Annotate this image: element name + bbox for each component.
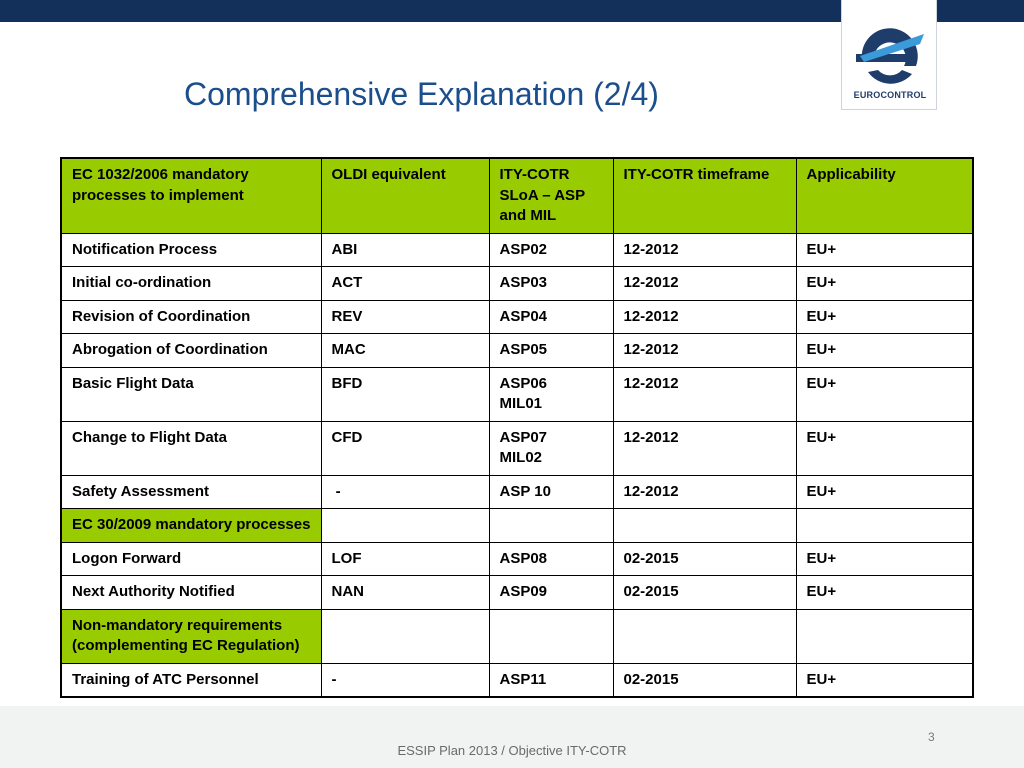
table-header-row: EC 1032/2006 mandatory processes to impl… (60, 157, 974, 234)
table-cell: 12-2012 (612, 232, 797, 267)
table-cell: Notification Process (60, 232, 322, 267)
section-cell: EC 30/2009 mandatory processes (60, 508, 322, 543)
eurocontrol-emblem-icon (856, 28, 924, 84)
header-cell: EC 1032/2006 mandatory processes to impl… (60, 157, 322, 234)
table-row: Training of ATC Personnel - ASP11 02-201… (60, 662, 974, 698)
table-cell: EU+ (795, 299, 974, 334)
table-cell: NAN (320, 575, 490, 610)
eurocontrol-logo: EUROCONTROL (841, 0, 937, 110)
header-cell: ITY-COTR timeframe (612, 157, 797, 234)
table-cell: 12-2012 (612, 366, 797, 422)
table-cell (488, 608, 614, 664)
table-cell (488, 508, 614, 543)
table-cell: ASP04 (488, 299, 614, 334)
table-cell: Basic Flight Data (60, 366, 322, 422)
page-number: 3 (928, 730, 935, 744)
mil-code: MIL02 (499, 449, 543, 466)
table-cell: EU+ (795, 333, 974, 368)
table-cell: BFD (320, 366, 490, 422)
table-cell: EU+ (795, 662, 974, 698)
table-row: Change to Flight Data CFD ASP07 MIL02 12… (60, 420, 974, 476)
table-cell: 02-2015 (612, 541, 797, 576)
table-cell: - (320, 662, 490, 698)
table-cell: Logon Forward (60, 541, 322, 576)
header-cell: OLDI equivalent (320, 157, 490, 234)
table-cell: - (320, 474, 490, 509)
table-cell: EU+ (795, 232, 974, 267)
table-cell: Initial co-ordination (60, 266, 322, 301)
table-cell: Change to Flight Data (60, 420, 322, 476)
table-cell (795, 608, 974, 664)
table-cell: ASP05 (488, 333, 614, 368)
asp-code: ASP07 (499, 428, 548, 446)
logo-label: EUROCONTROL (853, 90, 927, 100)
table-cell (320, 508, 490, 543)
table-cell: Training of ATC Personnel (60, 662, 322, 698)
table-row: Logon Forward LOF ASP08 02-2015 EU+ (60, 541, 974, 576)
table-cell: ABI (320, 232, 490, 267)
table-cell: LOF (320, 541, 490, 576)
table-cell: MAC (320, 333, 490, 368)
objectives-table: EC 1032/2006 mandatory processes to impl… (60, 157, 974, 698)
table-cell: EU+ (795, 575, 974, 610)
table-cell (612, 608, 797, 664)
table-cell: ASP08 (488, 541, 614, 576)
table-row: Abrogation of Coordination MAC ASP05 12-… (60, 333, 974, 368)
asp-code: ASP06 (499, 374, 548, 392)
header-cell: ITY-COTR SLoA – ASP and MIL (488, 157, 614, 234)
table-cell: EU+ (795, 266, 974, 301)
table-cell: EU+ (795, 366, 974, 422)
table-cell: 12-2012 (612, 333, 797, 368)
table-cell: ASP09 (488, 575, 614, 610)
table-cell: ASP 10 (488, 474, 614, 509)
table-cell: EU+ (795, 474, 974, 509)
table-row: Revision of Coordination REV ASP04 12-20… (60, 299, 974, 334)
table-cell: ACT (320, 266, 490, 301)
table-cell: Next Authority Notified (60, 575, 322, 610)
table-cell: ASP07 MIL02 (488, 420, 614, 476)
top-banner (0, 0, 1024, 22)
footer-band (0, 706, 1024, 768)
mil-code: MIL01 (499, 395, 543, 412)
section-cell: Non-mandatory requirements (complementin… (60, 608, 322, 664)
table-cell: ASP06 MIL01 (488, 366, 614, 422)
table-cell: ASP11 (488, 662, 614, 698)
table-cell: EU+ (795, 420, 974, 476)
table-cell: 12-2012 (612, 299, 797, 334)
table-row: Notification Process ABI ASP02 12-2012 E… (60, 232, 974, 267)
table-cell: Revision of Coordination (60, 299, 322, 334)
table-cell (320, 608, 490, 664)
table-row: Safety Assessment - ASP 10 12-2012 EU+ (60, 474, 974, 509)
table-cell: Safety Assessment (60, 474, 322, 509)
table-cell: 12-2012 (612, 474, 797, 509)
table-cell: 02-2015 (612, 662, 797, 698)
table-cell: 12-2012 (612, 420, 797, 476)
table-cell (795, 508, 974, 543)
footer-text: ESSIP Plan 2013 / Objective ITY-COTR (397, 743, 627, 758)
table-cell: 12-2012 (612, 266, 797, 301)
header-cell: Applicability (795, 157, 974, 234)
table-row: Next Authority Notified NAN ASP09 02-201… (60, 575, 974, 610)
table-cell: CFD (320, 420, 490, 476)
table-cell: 02-2015 (612, 575, 797, 610)
slide-title: Comprehensive Explanation (2/4) (184, 76, 659, 112)
table-cell (612, 508, 797, 543)
table-cell: ASP02 (488, 232, 614, 267)
section-row: EC 30/2009 mandatory processes (60, 508, 974, 543)
table-cell: ASP03 (488, 266, 614, 301)
table-row: Initial co-ordination ACT ASP03 12-2012 … (60, 266, 974, 301)
table-cell: EU+ (795, 541, 974, 576)
section-row: Non-mandatory requirements (complementin… (60, 608, 974, 664)
table-cell: REV (320, 299, 490, 334)
table-cell: Abrogation of Coordination (60, 333, 322, 368)
table-row: Basic Flight Data BFD ASP06 MIL01 12-201… (60, 366, 974, 422)
